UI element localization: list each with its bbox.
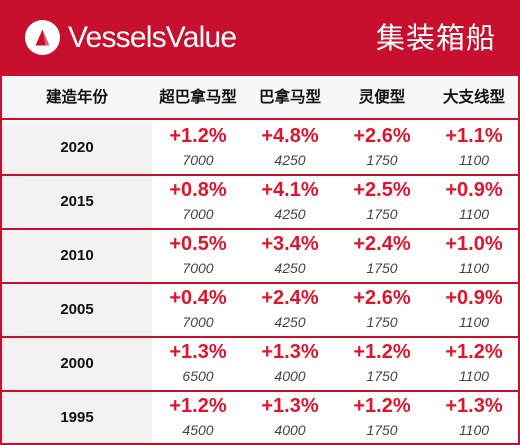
percent-change: +0.9% [445, 179, 503, 201]
percent-change: +2.5% [353, 179, 411, 201]
percent-change: +0.4% [169, 287, 227, 309]
value-cell: +4.8% 4250 [244, 122, 336, 174]
header-handy: 灵便型 [358, 88, 406, 106]
percent-change: +2.4% [261, 287, 319, 309]
percent-change: +0.8% [169, 179, 227, 201]
base-value: 7000 [182, 260, 214, 276]
build-year-cell: 2015 [2, 176, 152, 228]
value-cell: +2.4% 4250 [244, 284, 336, 336]
base-value: 7000 [182, 152, 214, 168]
base-value: 7000 [182, 314, 214, 330]
base-value: 1750 [366, 314, 398, 330]
table-row: 1995 +1.2% 4500 +1.3% 4000 +1.2% 1750 +1.3% 1100 [2, 392, 518, 443]
value-cell: +1.2% 4500 [152, 392, 244, 443]
value-cell: +4.1% 4250 [244, 176, 336, 228]
base-value: 6500 [182, 368, 214, 384]
value-cell: +1.2% 7000 [152, 122, 244, 174]
base-value: 1100 [458, 260, 490, 276]
value-cell: +1.1% 1100 [428, 122, 518, 174]
table-row: 2010 +0.5% 7000 +3.4% 4250 +2.4% 1750 +1.0% 1100 [2, 230, 518, 284]
build-year-cell: 2005 [2, 284, 152, 336]
base-value: 1100 [458, 314, 490, 330]
value-cell: +0.8% 7000 [152, 176, 244, 228]
value-cell: +1.0% 1100 [428, 230, 518, 282]
base-value: 1750 [366, 260, 398, 276]
value-cell: +1.2% 1750 [336, 392, 428, 443]
value-cell: +2.6% 1750 [336, 122, 428, 174]
brand-name: VesselsValue [68, 21, 237, 54]
percent-change: +1.3% [261, 395, 319, 417]
base-value: 1750 [366, 152, 398, 168]
base-value: 4250 [274, 206, 306, 222]
percent-change: +4.1% [261, 179, 319, 201]
value-cell: +0.4% 7000 [152, 284, 244, 336]
base-value: 1750 [366, 368, 398, 384]
value-cell: +1.2% 1100 [428, 338, 518, 390]
percent-change: +2.4% [353, 233, 411, 255]
header-panamax: 巴拿马型 [258, 88, 321, 106]
build-year-cell: 2010 [2, 230, 152, 282]
percent-change: +1.2% [169, 395, 227, 417]
percent-change: +3.4% [261, 233, 319, 255]
percent-change: +1.3% [169, 341, 227, 363]
base-value: 1100 [458, 206, 490, 222]
percent-change: +2.6% [353, 287, 411, 309]
value-cell: +2.4% 1750 [336, 230, 428, 282]
table-header: 建造年份 超巴拿马型 巴拿马型 灵便型 大支线型 [2, 76, 518, 120]
header-feedermax: 大支线型 [442, 88, 505, 106]
percent-change: +1.3% [261, 341, 319, 363]
value-cell: +1.3% 1100 [428, 392, 518, 443]
base-value: 1100 [458, 152, 490, 168]
build-year-cell: 2000 [2, 338, 152, 390]
table-row: 2020 +1.2% 7000 +4.8% 4250 +2.6% 1750 +1.1% 1100 [2, 122, 518, 176]
value-cell: +1.3% 6500 [152, 338, 244, 390]
base-value: 4250 [274, 260, 306, 276]
build-year-cell: 1995 [2, 392, 152, 443]
value-cell: +0.9% 1100 [428, 284, 518, 336]
percent-change: +1.0% [445, 233, 503, 255]
base-value: 4000 [274, 368, 306, 384]
percent-change: +0.9% [445, 287, 503, 309]
header-post-panamax: 超巴拿马型 [159, 88, 237, 106]
base-value: 4250 [274, 152, 306, 168]
table-row: 2015 +0.8% 7000 +4.1% 4250 +2.5% 1750 +0.9% 1100 [2, 176, 518, 230]
base-value: 1100 [458, 368, 490, 384]
percent-change: +1.2% [353, 395, 411, 417]
title-banner: VesselsValue 集装箱船 [2, 2, 518, 76]
table-row: 2000 +1.3% 6500 +1.3% 4000 +1.2% 1750 +1.2% 1100 [2, 338, 518, 392]
value-cell: +3.4% 4250 [244, 230, 336, 282]
segment-title: 集装箱船 [375, 21, 496, 55]
value-cell: +1.3% 4000 [244, 338, 336, 390]
value-cell: +0.5% 7000 [152, 230, 244, 282]
percent-change: +2.6% [353, 125, 411, 147]
percent-change: +4.8% [261, 125, 319, 147]
value-cell: +1.3% 4000 [244, 392, 336, 443]
base-value: 4000 [274, 422, 306, 438]
base-value: 1750 [366, 422, 398, 438]
header-build-year: 建造年份 [45, 88, 108, 106]
percent-change: +0.5% [169, 233, 227, 255]
base-value: 1100 [458, 422, 490, 438]
base-value: 4250 [274, 314, 306, 330]
vesselsvalue-logo-icon [25, 20, 60, 55]
value-cell: +2.5% 1750 [336, 176, 428, 228]
base-value: 1750 [366, 206, 398, 222]
percent-change: +1.2% [169, 125, 227, 147]
base-value: 4500 [182, 422, 214, 438]
percent-change: +1.3% [445, 395, 503, 417]
value-cell: +1.2% 1750 [336, 338, 428, 390]
percent-change: +1.2% [353, 341, 411, 363]
percent-change: +1.2% [445, 341, 503, 363]
percent-change: +1.1% [445, 125, 503, 147]
build-year-cell: 2020 [2, 122, 152, 174]
table-row: 2005 +0.4% 7000 +2.4% 4250 +2.6% 1750 +0.9% 1100 [2, 284, 518, 338]
value-cell: +0.9% 1100 [428, 176, 518, 228]
base-value: 7000 [182, 206, 214, 222]
value-cell: +2.6% 1750 [336, 284, 428, 336]
